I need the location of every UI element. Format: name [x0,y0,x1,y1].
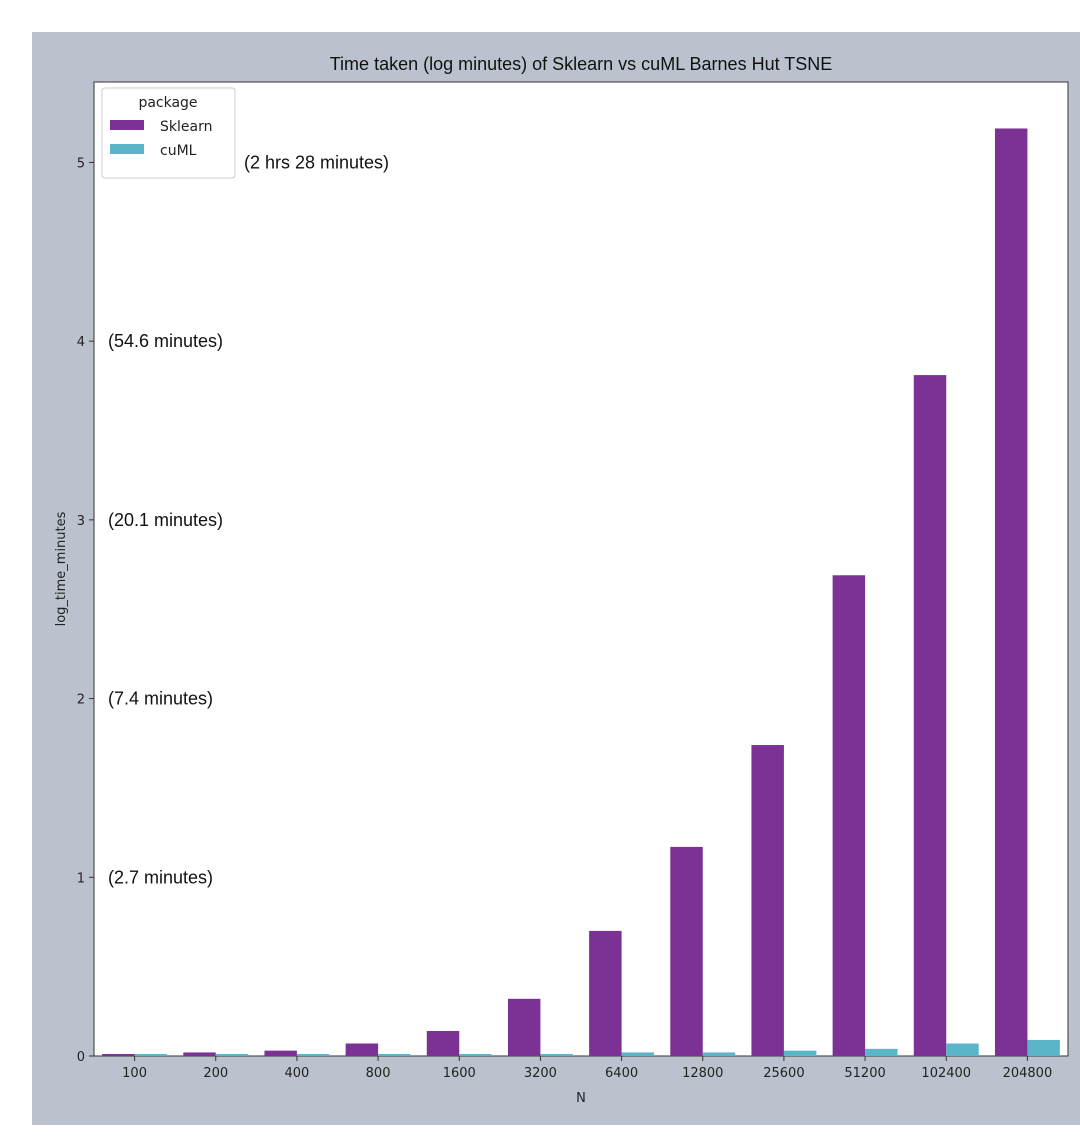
legend-swatch-sklearn [110,120,144,130]
bar-cuml-12800 [702,1052,736,1056]
annotation-label: (2.7 minutes) [108,867,213,887]
bar-cuml-800 [378,1054,411,1056]
x-axis-label: N [576,1091,586,1106]
x-tick-label: 51200 [844,1066,885,1081]
bar-sklearn-3200 [507,998,541,1056]
bar-cuml-102400 [946,1043,979,1056]
annotation-label: (2 hrs 28 minutes) [244,152,389,172]
x-tick-label: 100 [122,1066,147,1081]
legend-title: package [138,95,197,111]
x-ticks-group: 100 200 400 800 1600 3200 6400 12800 25600 51200 1… [122,1056,1052,1081]
bar-cuml-25600 [783,1050,817,1056]
y-ticks-group: 0 1 2 3 4 5 [77,156,94,1065]
bar-sklearn-200 [183,1052,216,1056]
x-tick-label: 6400 [605,1066,638,1081]
y-tick-label: 5 [77,156,85,171]
bar-cuml-400 [296,1054,330,1056]
legend-label-cuml: cuML [160,143,197,159]
bar-sklearn-1600 [426,1030,460,1056]
annotation-label: (7.4 minutes) [108,689,213,709]
y-axis-label: log_time_minutes [54,511,69,626]
y-tick-label: 3 [77,514,85,529]
bar-cuml-6400 [621,1052,655,1056]
y-tick-label: 0 [77,1050,85,1065]
annotation-label: (20.1 minutes) [108,510,223,530]
bar-cuml-1600 [459,1054,492,1056]
y-tick-label: 2 [77,693,85,708]
bar-sklearn-6400 [589,930,622,1056]
x-tick-label: 25600 [763,1066,804,1081]
bar-sklearn-100 [102,1054,135,1056]
x-tick-label: 200 [203,1066,228,1081]
y-tick-label: 1 [77,871,85,886]
bar-sklearn-51200 [832,575,866,1056]
bar-cuml-204800 [1027,1039,1060,1056]
bar-chart: Time taken (log minutes) of Sklearn vs c… [54,54,1069,1106]
bar-sklearn-102400 [913,375,947,1057]
plot-area [93,81,1069,1057]
bar-sklearn-800 [345,1043,379,1056]
legend-label-sklearn: Sklearn [160,119,212,135]
legend-swatch-cuml [110,144,144,154]
x-tick-label: 204800 [1003,1066,1053,1081]
bar-cuml-3200 [540,1054,573,1056]
chart-figure: Time taken (log minutes) of Sklearn vs c… [32,32,1080,1125]
bars-group [102,128,1060,1057]
bar-sklearn-400 [264,1050,297,1056]
bar-cuml-51200 [865,1048,898,1056]
x-tick-label: 3200 [524,1066,557,1081]
bar-cuml-200 [215,1054,249,1056]
annotation-label: (54.6 minutes) [108,331,223,351]
bar-sklearn-25600 [751,745,784,1056]
x-tick-label: 12800 [682,1066,723,1081]
bar-sklearn-204800 [994,128,1028,1057]
legend: package Sklearn cuML [101,87,236,179]
y-tick-label: 4 [77,335,85,350]
chart-title: Time taken (log minutes) of Sklearn vs c… [330,54,833,74]
x-tick-label: 1600 [443,1066,476,1081]
x-tick-label: 800 [366,1066,391,1081]
bar-sklearn-12800 [670,846,703,1056]
annotations-group: (2 hrs 28 minutes) (54.6 minutes) (20.1 mi… [108,152,389,887]
x-tick-label: 102400 [921,1066,971,1081]
x-tick-label: 400 [285,1066,310,1081]
legend-box [101,87,236,179]
bar-cuml-100 [134,1054,168,1056]
